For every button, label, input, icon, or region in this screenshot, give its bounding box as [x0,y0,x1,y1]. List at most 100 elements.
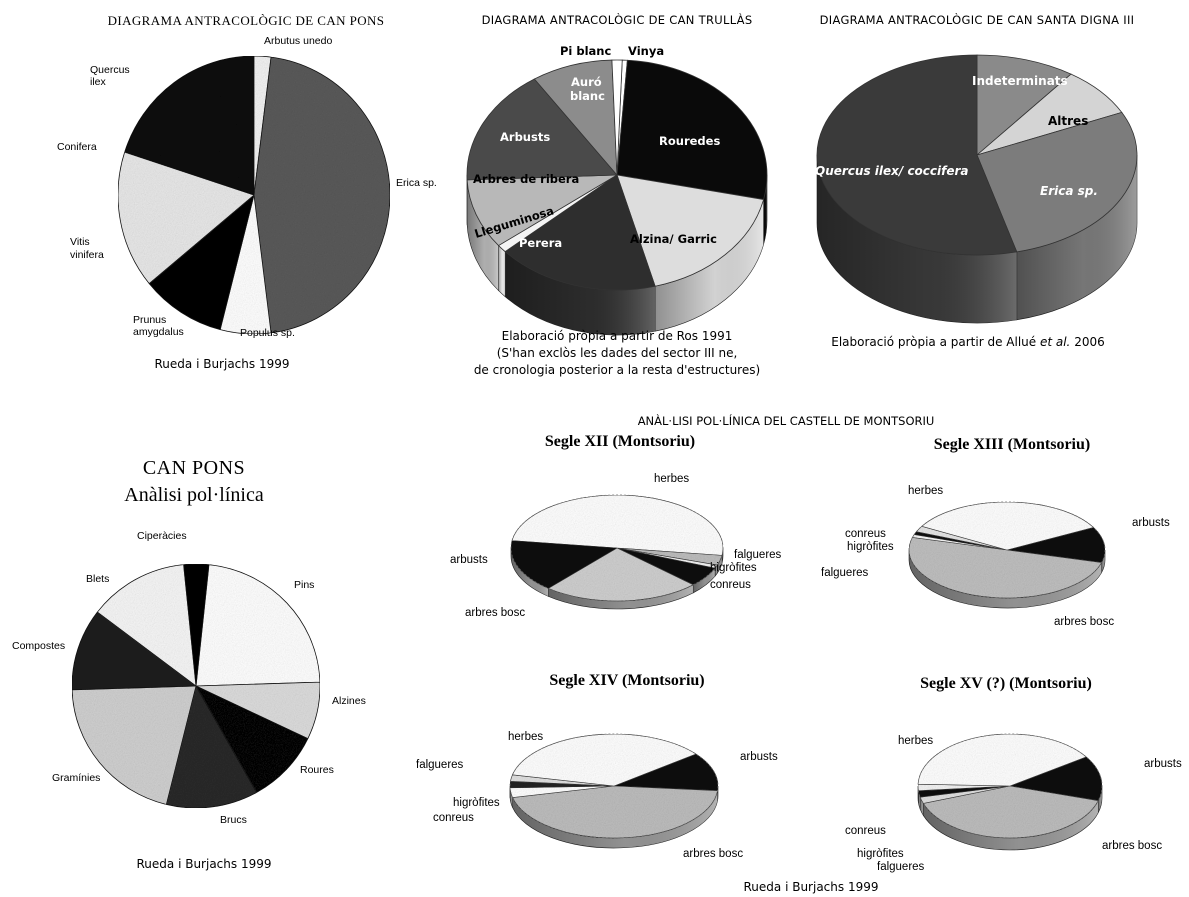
pie2-side-shade-4 [498,245,506,297]
panel4-pie [917,733,1103,851]
chart2-note-2: (S'han exclòs les dades del sector III n… [497,346,738,360]
mp2-side-shade-1 [909,550,1102,609]
panel3-labels: herbes arbusts falgueres higròfites conr… [416,731,778,860]
panel3-label-falgueres: falgueres [416,759,464,771]
chart2-labels: Pi blanc Vinya Auró blanc Rouredes Arbus… [473,44,721,250]
chart4-label-compostes: Compostes [12,640,65,652]
chart3-pie [816,54,1138,324]
chart4-label-graminies: Gramínies [52,772,100,784]
panel4-title: Segle XV (?) (Montsoriu) [920,675,1092,692]
pie2-slice-5 [466,174,618,247]
chart2-note-1: Elaboració pròpia a partir de Ros 1991 [502,329,733,343]
chart1-label-populus: Populus sp. [240,327,295,339]
panel2-label-conreus: conreus [845,528,886,540]
panel4-labels: herbes arbusts conreus higròfites falgue… [845,735,1182,873]
chart2-label-auro-2: blanc [570,89,605,103]
chart2-label-rouredes: Rouredes [659,134,720,148]
chart2-note-3: de cronologia posterior a la resta d'est… [474,363,760,377]
panel2-pie [908,501,1106,609]
pie2-side-shade-3 [505,251,656,335]
panel1-label-higrofites: higròfites [710,562,757,574]
chart1-labels: Arbutus unedo Erica sp. Populus sp. Prun… [57,35,437,339]
panel4-label-arbusts: arbusts [1144,758,1182,770]
chart4-credit: Rueda i Burjachs 1999 [137,857,272,871]
panel3-label-herbes: herbes [508,731,543,743]
chart4-label-blets: Blets [86,573,109,585]
chart3-label-indeterminats: Indeterminats [972,74,1068,88]
panel3-label-conreus: conreus [433,812,474,824]
chart1-label-erica: Erica sp. [396,177,437,189]
pie4-slice-7 [183,563,210,687]
panel4-label-herbes: herbes [898,735,933,747]
panel1-title: Segle XII (Montsoriu) [545,433,695,450]
chart2-title: DIAGRAMA ANTRACOLÒGIC DE CAN TRULLÀS [482,12,753,27]
chart5-credit: Rueda i Burjachs 1999 [744,880,879,894]
pie3-slice-2 [976,111,1138,253]
chart3-label-erica: Erica sp. [1040,184,1098,198]
mp4-side-shade-2 [920,797,924,816]
chart1-label-quercus-2: ilex [90,76,107,88]
chart2-label-perera: Perera [519,236,562,250]
mp4-side-shade-1 [923,800,1099,850]
pie3-side-shade-2 [1016,155,1137,320]
pie2-side-shade-1 [763,175,767,245]
chart2-pie [466,59,768,336]
chart1-label-vitis-2: vinifera [70,249,104,261]
panel1-labels: herbes falgueres higròfites conreus arbr… [450,473,782,619]
pie3-side-shade-3 [817,155,1017,323]
panel3-label-arbusts: arbusts [740,751,778,763]
chart2-label-ribera: Arbres de ribera [473,172,579,186]
chart1-title: DIAGRAMA ANTRACOLÒGIC DE CAN PONS [108,13,385,28]
chart4-label-brucs: Brucs [220,814,247,826]
panel2-label-higrofites: higròfites [847,541,894,553]
panel2-label-arbres: arbres bosc [1054,616,1114,628]
chart2-label-alzina: Alzina/ Garric [630,232,717,246]
pie4-slice-3 [165,684,258,809]
panel2-label-arbusts: arbusts [1132,517,1170,529]
panel3-pie [509,733,719,849]
mp1-side-shade-3 [693,568,716,593]
pie2-slice-7 [533,59,618,177]
pie2-side-shade-2 [655,199,764,332]
mp2-outline [908,501,1106,599]
panel1-label-herbes: herbes [654,473,689,485]
chart1-label-arbutus: Arbutus unedo [264,35,332,47]
chart1-label-conifera: Conifera [57,141,97,153]
chart2-note: Elaboració pròpia a partir de Ros 1991 (… [474,329,760,377]
panel4-label-higrofites: higròfites [857,848,904,860]
panel3-label-arbres: arbres bosc [683,848,743,860]
panel2-labels: herbes arbusts conreus higròfites falgue… [821,485,1170,628]
chart1-credit: Rueda i Burjachs 1999 [155,357,290,371]
panel4-label-arbres: arbres bosc [1102,840,1162,852]
chart3-title: DIAGRAMA ANTRACOLÒGIC DE CAN SANTA DIGNA… [820,12,1135,27]
chart3-note: Elaboració pròpia a partir de Allué et a… [831,335,1104,349]
pie2-slice-6 [466,78,618,181]
chart2-label-arbusts: Arbusts [500,130,550,144]
panel1-label-arbres: arbres bosc [465,607,525,619]
pie3-slice-0 [976,54,1072,156]
pie4-slice-6 [96,564,197,687]
panel1-pie [510,494,724,610]
panel4-label-falgueres: falgueres [877,861,925,873]
mp3-side-shade-1 [512,790,718,848]
pie1-slice-6 [124,55,255,196]
chart4-pie [71,563,321,809]
panel2-label-falgueres: falgueres [821,567,869,579]
chart4-label-alzines: Alzines [332,695,366,707]
panel1-label-conreus: conreus [710,579,751,591]
chart4-title-1: CAN PONS [143,457,245,479]
chart1-pie [117,55,391,335]
chart4-label-pins: Pins [294,579,314,591]
panel1-label-arbusts: arbusts [450,554,488,566]
chart4-label-roures: Roures [300,764,334,776]
pie4-slice-0 [195,564,321,687]
chart4-title-2: Anàlisi pol·línica [124,484,264,506]
chart1-label-vitis-1: Vitis [70,236,90,248]
panel4-label-conreus: conreus [845,825,886,837]
pie2-side-shade-5 [467,179,499,291]
pie2-slice-1 [616,59,768,201]
chart1-label-prunus-1: Prunus [133,314,166,326]
pie1-slice-4 [117,151,255,285]
chart2-label-auro-1: Auró [571,75,602,89]
